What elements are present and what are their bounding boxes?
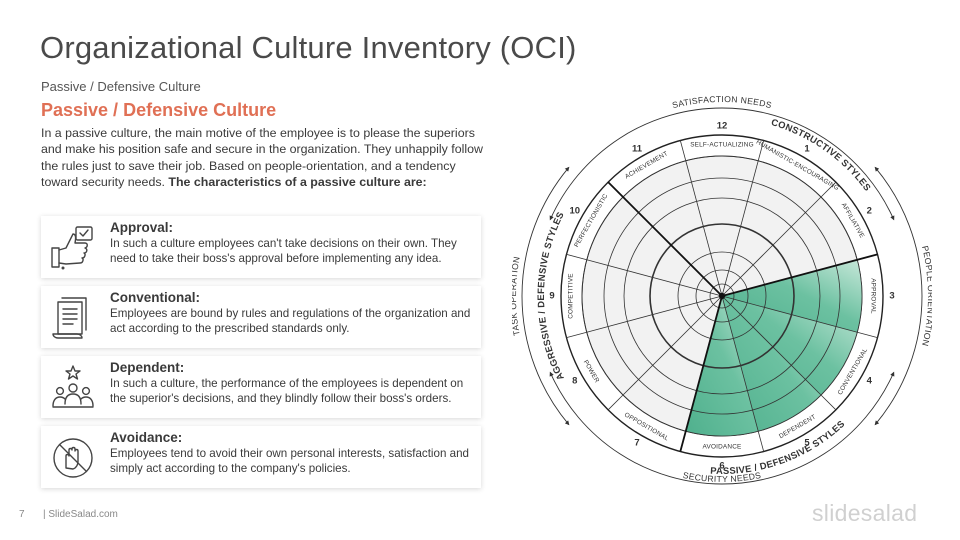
card-dependent: Dependent: In such a culture, the perfor…: [41, 356, 481, 418]
wheel-ring: [581, 155, 863, 437]
security-arrow: [549, 371, 895, 485]
wheel-spoke: [721, 295, 759, 432]
card-title: Conventional:: [110, 290, 200, 305]
segment-number: 5: [804, 438, 810, 449]
segment-label: APPROVAL: [869, 278, 876, 314]
wheel-spoke: [721, 295, 822, 396]
people-orientation-arrow: [874, 166, 923, 426]
band-divider: [820, 394, 837, 411]
wheel-ring: [677, 251, 767, 341]
wheel-spoke: [721, 196, 822, 297]
wheel-ring: [623, 197, 821, 395]
oci-circumplex-wheel: SELF-ACTUALIZING12HUMANISTIC-ENCOURAGING…: [512, 94, 932, 485]
highlight-wedge-5: [722, 296, 821, 432]
wheel-gridlines: [566, 140, 878, 452]
style-separator: [607, 181, 723, 297]
avoidance-prohibited-icon: [53, 438, 93, 478]
band-divider: [757, 140, 765, 161]
card-text: In such a culture, the performance of th…: [110, 377, 464, 405]
band-divider: [820, 181, 837, 198]
wheel-spoke: [586, 259, 723, 297]
segment-number: 1: [804, 143, 810, 154]
wheel-spoke: [721, 160, 759, 297]
page-subtitle: Passive / Defensive Culture: [41, 79, 201, 94]
segment-number: 10: [569, 206, 580, 217]
task-operation-label: TASK OPERATION: [512, 255, 522, 336]
band-divider: [757, 431, 765, 452]
wheel-spoke: [622, 295, 723, 396]
segment-number: 12: [717, 121, 728, 132]
card-text: Employees are bound by rules and regulat…: [110, 307, 471, 335]
wheel-center-dot: [718, 292, 726, 300]
segment-label: SELF-ACTUALIZING: [690, 142, 754, 149]
page-title: Organizational Culture Inventory (OCI): [40, 30, 577, 65]
wheel-spoke: [721, 295, 858, 333]
band-divider: [566, 253, 587, 261]
card-title: Avoidance:: [110, 430, 183, 445]
satisfaction-arrow: [549, 107, 895, 221]
people-orientation-label: PEOPLE ORIENTATION: [920, 245, 932, 348]
band-divider: [679, 140, 687, 161]
segment-number: 7: [634, 438, 639, 449]
task-operation-arrow: [521, 166, 570, 426]
highlight-wedge-4: [722, 296, 858, 395]
segment-number: 6: [719, 461, 724, 472]
team-group-icon: [52, 365, 94, 408]
card-text: In such a culture employees can't take d…: [110, 237, 457, 265]
band-divider: [857, 331, 878, 339]
wheel-ring: [709, 283, 735, 309]
approval-thumbs-up-icon: [51, 226, 93, 270]
segment-label: AVOIDANCE: [703, 444, 742, 451]
footer-site-link[interactable]: | SlideSalad.com: [43, 509, 118, 520]
card-text: Employees tend to avoid their own person…: [110, 447, 469, 475]
segment-number: 2: [867, 206, 872, 217]
intro-paragraph: In a passive culture, the main motive of…: [41, 125, 483, 190]
card-approval: Approval: In such a culture employees ca…: [41, 216, 481, 278]
wheel-ring: [603, 177, 841, 415]
highlight-wedge-6: [685, 296, 759, 436]
card-title: Dependent:: [110, 360, 185, 375]
highlight-wedge-3: [722, 259, 862, 333]
card-conventional: Conventional: Employees are bound by rul…: [41, 286, 481, 348]
card-title: Approval:: [110, 220, 174, 235]
band-divider: [566, 331, 587, 339]
intro-text: In a passive culture, the main motive of…: [41, 126, 483, 189]
highlighted-passive-segments: [685, 259, 862, 436]
segment-number: 4: [867, 376, 873, 387]
style-separator: [721, 253, 878, 297]
segment-label: COMPETITIVE: [568, 273, 575, 319]
section-title: Passive / Defensive Culture: [41, 100, 277, 120]
document-rules-icon: [52, 297, 87, 339]
characteristics-list: Approval: In such a culture employees ca…: [41, 216, 481, 496]
intro-bold-text: The characteristics of a passive culture…: [168, 174, 427, 189]
segment-number: 11: [632, 143, 643, 154]
segment-number: 9: [549, 291, 554, 302]
brand-logo: slidesalad: [812, 500, 918, 526]
band-divider: [607, 394, 624, 411]
segment-number: 3: [889, 291, 894, 302]
page-number: 7: [19, 509, 25, 520]
segment-number: 8: [572, 376, 577, 387]
card-avoidance: Avoidance: Employees tend to avoid their…: [41, 426, 481, 488]
security-needs-label: SECURITY NEEDS: [682, 470, 762, 484]
wheel-ring: [695, 269, 749, 323]
wheel-ring: [649, 223, 795, 369]
wheel-spoke: [586, 295, 723, 333]
wheel-spoke: [685, 160, 723, 297]
